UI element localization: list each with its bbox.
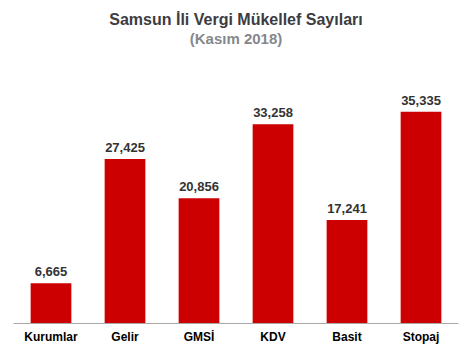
svg-text:Samsun İli Vergi Mükellef Sayı: Samsun İli Vergi Mükellef Sayıları — [109, 11, 362, 28]
svg-text:(Kasım 2018): (Kasım 2018) — [190, 30, 283, 47]
svg-text:KDV: KDV — [260, 330, 285, 344]
svg-text:27,425: 27,425 — [105, 140, 145, 155]
svg-text:20,856: 20,856 — [179, 179, 219, 194]
svg-text:Stopaj: Stopaj — [403, 330, 440, 344]
svg-text:35,335: 35,335 — [401, 93, 441, 108]
svg-text:Basit: Basit — [332, 330, 361, 344]
svg-text:Gelir: Gelir — [111, 330, 139, 344]
svg-text:GMSİ: GMSİ — [184, 329, 215, 344]
svg-text:Kurumlar: Kurumlar — [24, 330, 78, 344]
svg-text:33,258: 33,258 — [253, 105, 293, 120]
svg-text:17,241: 17,241 — [327, 201, 367, 216]
svg-text:6,665: 6,665 — [35, 264, 68, 279]
